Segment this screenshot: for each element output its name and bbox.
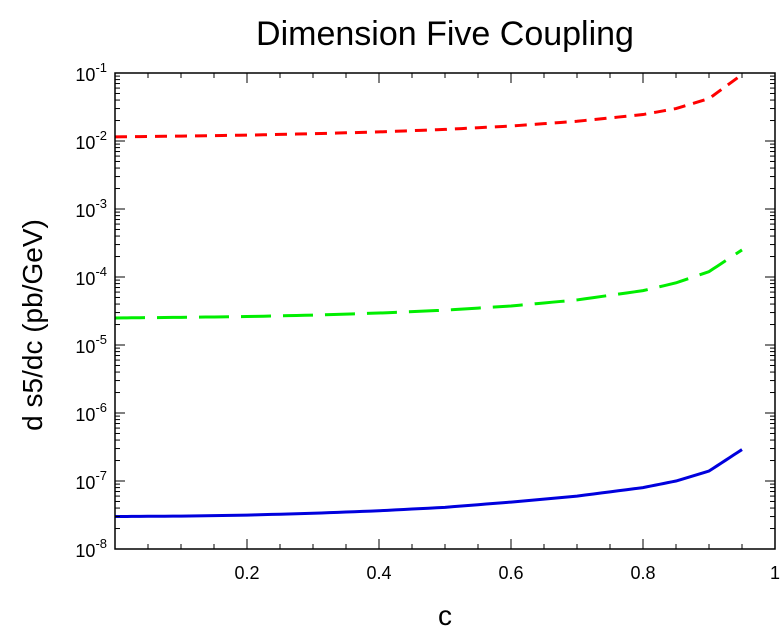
y-tick-label: 10-2 [75, 128, 107, 153]
x-tick-label: 0.8 [630, 563, 655, 583]
series-line-3 [114, 448, 743, 519]
x-tick-label: 0.4 [366, 563, 391, 583]
x-tick-label: 0.2 [234, 563, 259, 583]
x-axis-label: c [438, 600, 452, 631]
x-tick-label: 1 [770, 563, 780, 583]
y-tick-label: 10-1 [75, 60, 107, 85]
y-tick-label: 10-3 [75, 196, 107, 221]
y-tick-label: 10-8 [75, 536, 107, 561]
series-layer [114, 73, 743, 519]
x-tick-label: 0.6 [498, 563, 523, 583]
y-tick-label: 10-4 [75, 264, 107, 289]
series-line-1 [114, 73, 743, 139]
series-line-2 [114, 248, 743, 320]
plot-frame [114, 72, 776, 550]
y-tick-label: 10-5 [75, 332, 107, 357]
y-tick-label: 10-7 [75, 468, 107, 493]
tick-layer: 0.2 0.4 0.6 0.8 1 10-8 10-7 10-6 10-5 10-4 10-3 10-… [75, 60, 780, 583]
y-tick-label: 10-6 [75, 400, 107, 425]
y-axis-label: d s5/dc (pb/GeV) [17, 219, 48, 431]
chart-title: Dimension Five Coupling [256, 15, 634, 53]
